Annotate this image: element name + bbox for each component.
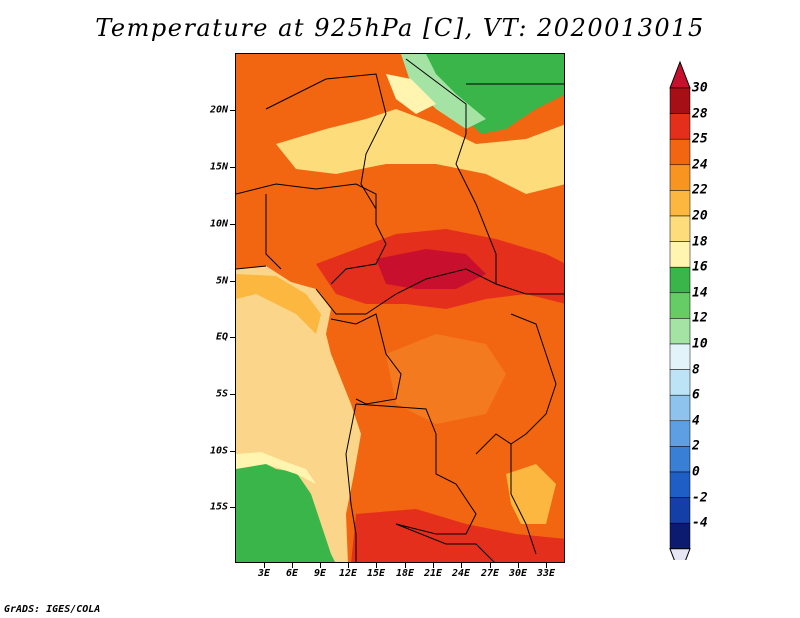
lat-label: 10S (209, 445, 228, 457)
colorbar-segment (669, 471, 691, 498)
colorbar-segment (669, 420, 691, 447)
colorbar-label: 24 (692, 157, 708, 173)
lon-label: 9E (313, 568, 327, 579)
lon-label: 3E (257, 568, 271, 579)
colorbar-segment (669, 138, 691, 166)
footer-credit: GrADS: IGES/COLA (4, 604, 101, 615)
lat-label: 5N (215, 275, 228, 287)
colorbar-label: 10 (692, 336, 708, 352)
colorbar-segment (669, 190, 691, 217)
colorbar-label: 0 (692, 464, 700, 480)
lon-tick (405, 563, 406, 568)
lat-tick (230, 337, 235, 338)
lon-label: 6E (285, 568, 299, 579)
lon-label: 12E (338, 568, 358, 579)
cool-region-north-light (401, 54, 486, 129)
colorbar-segment (669, 497, 691, 524)
colorbar-label: 14 (692, 285, 708, 301)
colorbar-label: 18 (692, 234, 708, 250)
colorbar-label: -4 (692, 515, 708, 531)
colorbar-label: 4 (692, 413, 700, 429)
cool-region-edge (236, 452, 316, 484)
colorbar-segment (669, 343, 691, 370)
colorbar-segment (669, 522, 691, 550)
colorbar-segment (669, 164, 691, 191)
light-band-north (386, 74, 436, 114)
lat-label: EQ (215, 331, 228, 343)
colorbar-label: -2 (692, 490, 708, 506)
lon-tick (490, 563, 491, 568)
lat-tick (230, 110, 235, 111)
temperature-map (235, 53, 565, 563)
lon-label: 21E (423, 568, 443, 579)
colorbar-label: 16 (692, 259, 708, 275)
lat-tick (230, 394, 235, 395)
congo-basin (386, 334, 506, 424)
lon-tick (518, 563, 519, 568)
temperature-field (236, 54, 564, 562)
lat-label: 10N (209, 218, 228, 230)
colorbar-segment (669, 113, 691, 140)
country-borders (236, 58, 564, 562)
colorbar-label: 30 (692, 80, 708, 96)
colorbar-segment (669, 241, 691, 268)
colorbar-segment (669, 394, 691, 422)
colorbar-label: 20 (692, 208, 708, 224)
pale-band-north (276, 109, 564, 194)
lon-tick (546, 563, 547, 568)
colorbar-label: 8 (692, 362, 700, 378)
colorbar-segment (669, 87, 691, 114)
lon-tick (292, 563, 293, 568)
colorbar-top-arrow (669, 60, 691, 89)
colorbar-bottom-arrow (669, 548, 691, 560)
lat-tick (230, 167, 235, 168)
lat-tick (230, 224, 235, 225)
lon-tick (264, 563, 265, 568)
ocean-warm-band (236, 274, 321, 334)
colorbar-label: 2 (692, 438, 700, 454)
hottest-core (376, 249, 486, 289)
colorbar-label: 22 (692, 182, 708, 198)
cool-region-north (416, 54, 564, 134)
map-title: Temperature at 925hPa [C], VT: 202001301… (95, 14, 705, 42)
colorbar-label: 12 (692, 310, 708, 326)
lon-label: 18E (395, 568, 415, 579)
lon-tick (320, 563, 321, 568)
colorbar-label: 6 (692, 387, 700, 403)
lon-label: 27E (480, 568, 500, 579)
lat-label: 5S (215, 388, 228, 400)
lat-label: 15N (209, 161, 228, 173)
hot-region-south (351, 509, 564, 562)
lon-tick (376, 563, 377, 568)
lon-label: 30E (508, 568, 528, 579)
colorbar-segment (669, 215, 691, 242)
lat-tick (230, 507, 235, 508)
lon-tick (433, 563, 434, 568)
lat-label: 20N (209, 104, 228, 116)
lon-label: 24E (451, 568, 471, 579)
cool-region-southwest (236, 459, 335, 562)
lon-label: 33E (536, 568, 556, 579)
lat-label: 15S (209, 501, 228, 513)
colorbar-segment (669, 369, 691, 396)
colorbar-segment (669, 292, 691, 319)
lat-tick (230, 451, 235, 452)
colorbar-segment (669, 446, 691, 473)
colorbar-segment (669, 318, 691, 345)
colorbar-segment (669, 266, 691, 294)
colorbar-label: 25 (692, 131, 708, 147)
lon-label: 15E (366, 568, 386, 579)
colorbar (669, 60, 691, 560)
lon-tick (348, 563, 349, 568)
lat-tick (230, 281, 235, 282)
lon-tick (461, 563, 462, 568)
colorbar-label: 28 (692, 106, 708, 122)
